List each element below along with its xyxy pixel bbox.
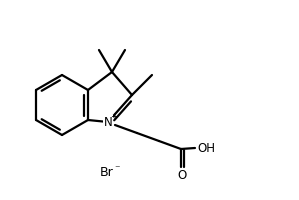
Text: ⁻: ⁻ — [114, 164, 120, 174]
Text: N: N — [104, 116, 112, 129]
Text: Br: Br — [100, 166, 114, 178]
Text: O: O — [177, 169, 187, 182]
Text: +: + — [110, 112, 118, 122]
Text: OH: OH — [197, 142, 215, 155]
